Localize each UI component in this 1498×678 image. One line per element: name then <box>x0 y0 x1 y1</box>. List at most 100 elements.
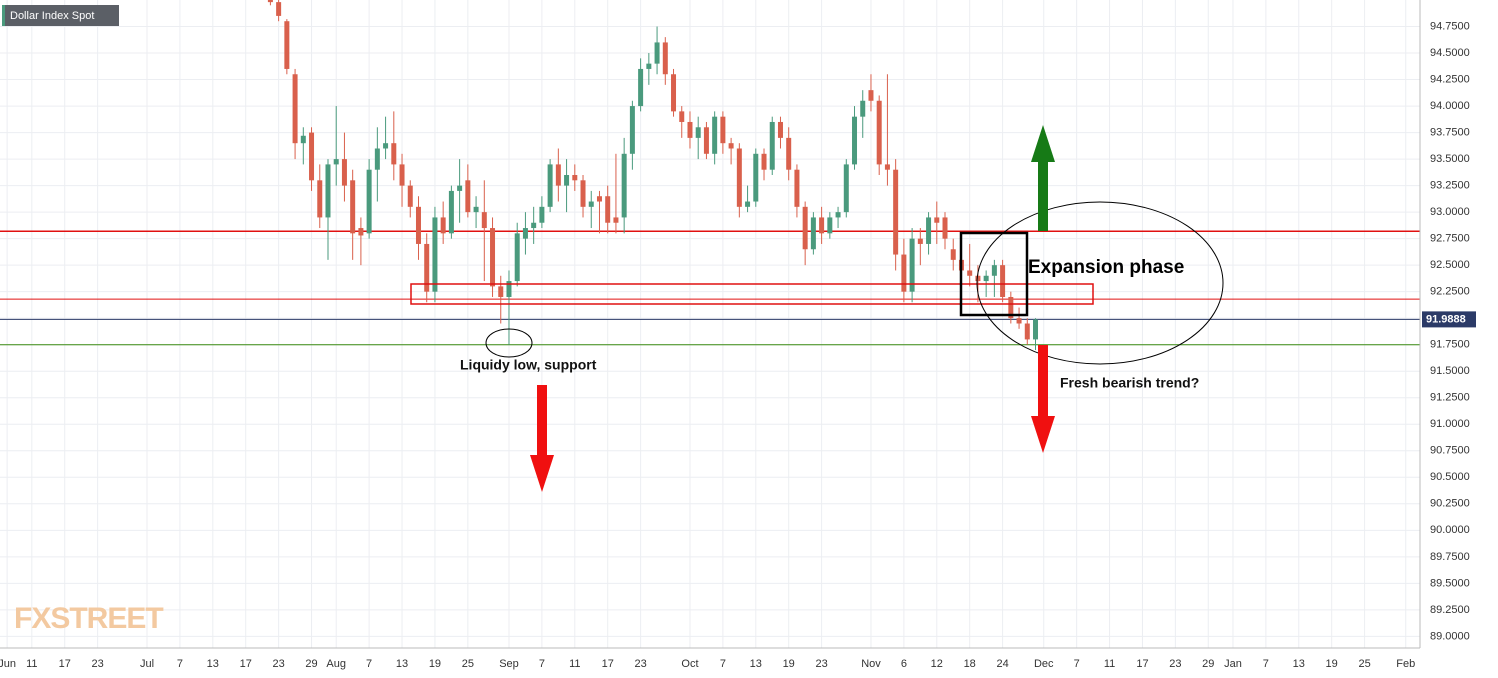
candle-body <box>810 217 816 250</box>
y-tick-label: 94.5000 <box>1430 47 1470 59</box>
x-tick-label: Jul <box>140 658 154 670</box>
low-ellipse <box>485 328 533 358</box>
candle-body <box>1024 323 1030 340</box>
candle-body <box>967 270 973 276</box>
candle-body <box>481 212 487 229</box>
candle-body <box>391 143 397 165</box>
x-tick-label: 11 <box>26 658 37 670</box>
candle-body <box>761 153 767 170</box>
consolidation-box <box>959 231 1029 317</box>
candle-body <box>473 206 479 213</box>
y-tick-label: 93.2500 <box>1430 180 1470 192</box>
candle-body <box>498 286 504 297</box>
title-accent <box>2 5 5 26</box>
candle-body <box>333 159 339 165</box>
candle-body <box>1016 318 1022 324</box>
y-tick-label: 91.7500 <box>1430 339 1470 351</box>
candle-body <box>588 201 594 207</box>
candle-body <box>991 265 997 276</box>
x-tick-label: Jan <box>1224 658 1242 670</box>
x-tick-label: 23 <box>634 658 646 670</box>
candle-body <box>753 153 759 202</box>
candle-body <box>728 143 734 149</box>
candle-body <box>786 137 792 170</box>
candle-body <box>983 275 989 282</box>
x-tick-label: Dec <box>1034 658 1054 670</box>
candle-body <box>662 42 668 75</box>
annotation: Liquidy low, support <box>460 357 597 373</box>
arrow-down <box>530 385 554 492</box>
candle-body <box>531 222 537 229</box>
candle-body <box>432 217 438 292</box>
candle-body <box>703 127 709 154</box>
y-tick-label: 89.2500 <box>1430 604 1470 616</box>
candle-body <box>852 116 858 165</box>
x-tick-label: 6 <box>901 658 907 670</box>
candle-body <box>671 74 677 112</box>
y-tick-label: 93.7500 <box>1430 126 1470 138</box>
x-tick-label: 25 <box>1358 658 1370 670</box>
y-tick-label: 92.5000 <box>1430 259 1470 271</box>
candle-body <box>267 0 273 3</box>
annotation: Expansion phase <box>1028 257 1184 278</box>
candle-body <box>712 116 718 154</box>
candle-body <box>572 175 578 181</box>
candle-body <box>350 180 356 234</box>
title-box <box>2 5 119 26</box>
candle-body <box>654 42 660 64</box>
watermark: FXSTREET <box>14 602 163 635</box>
candle-body <box>448 190 454 234</box>
y-tick-label: 92.2500 <box>1430 286 1470 298</box>
x-tick-label: 17 <box>602 658 614 670</box>
candle-body <box>399 164 405 186</box>
y-tick-label: 94.2500 <box>1430 73 1470 85</box>
candle-body <box>605 196 611 223</box>
x-tick-label: 23 <box>273 658 285 670</box>
candle-body <box>284 21 290 69</box>
candle-body <box>276 2 282 16</box>
zone-box <box>410 283 1094 305</box>
x-tick-label: Oct <box>681 658 698 670</box>
y-tick-label: 93.5000 <box>1430 153 1470 165</box>
candle-body <box>1008 296 1014 319</box>
x-tick-label: 23 <box>92 658 104 670</box>
candle-body <box>514 233 520 282</box>
y-tick-label: 92.7500 <box>1430 233 1470 245</box>
candle-body <box>950 249 956 260</box>
x-tick-label: 17 <box>59 658 71 670</box>
y-tick-label: 90.5000 <box>1430 471 1470 483</box>
candle-body <box>860 100 866 117</box>
candle-body <box>720 116 726 144</box>
x-tick-label: 11 <box>569 658 580 670</box>
y-tick-label: 93.0000 <box>1430 206 1470 218</box>
last-price-box <box>1422 311 1476 328</box>
candle-body <box>835 212 841 218</box>
x-tick-label: Nov <box>861 658 881 670</box>
x-tick-label: 13 <box>1293 658 1305 670</box>
x-tick-label: 23 <box>1169 658 1181 670</box>
chart-title: Dollar Index Spot <box>10 10 94 22</box>
x-tick-label: 7 <box>1263 658 1269 670</box>
candle-body <box>827 217 833 234</box>
x-tick-label: 24 <box>996 658 1008 670</box>
candle-body <box>975 275 981 282</box>
candle-body <box>695 127 701 138</box>
x-tick-label: 7 <box>539 658 545 670</box>
x-tick-label: 7 <box>1074 658 1080 670</box>
y-tick-label: 89.0000 <box>1430 630 1470 642</box>
x-tick-label: 7 <box>366 658 372 670</box>
candle-body <box>407 185 413 207</box>
x-tick-label: 11 <box>1104 658 1115 670</box>
candle-body <box>547 164 553 207</box>
arrow-up <box>1031 125 1055 231</box>
x-tick-label: 29 <box>305 658 317 670</box>
y-tick-label: 89.7500 <box>1430 551 1470 563</box>
candle-body <box>819 217 825 234</box>
x-tick-label: 13 <box>207 658 219 670</box>
x-tick-label: Aug <box>326 658 346 670</box>
candle-body <box>934 217 940 223</box>
candle-body <box>638 68 644 107</box>
y-tick-label: 89.5000 <box>1430 577 1470 589</box>
candle-body <box>917 238 923 244</box>
y-tick-label: 94.0000 <box>1430 100 1470 112</box>
